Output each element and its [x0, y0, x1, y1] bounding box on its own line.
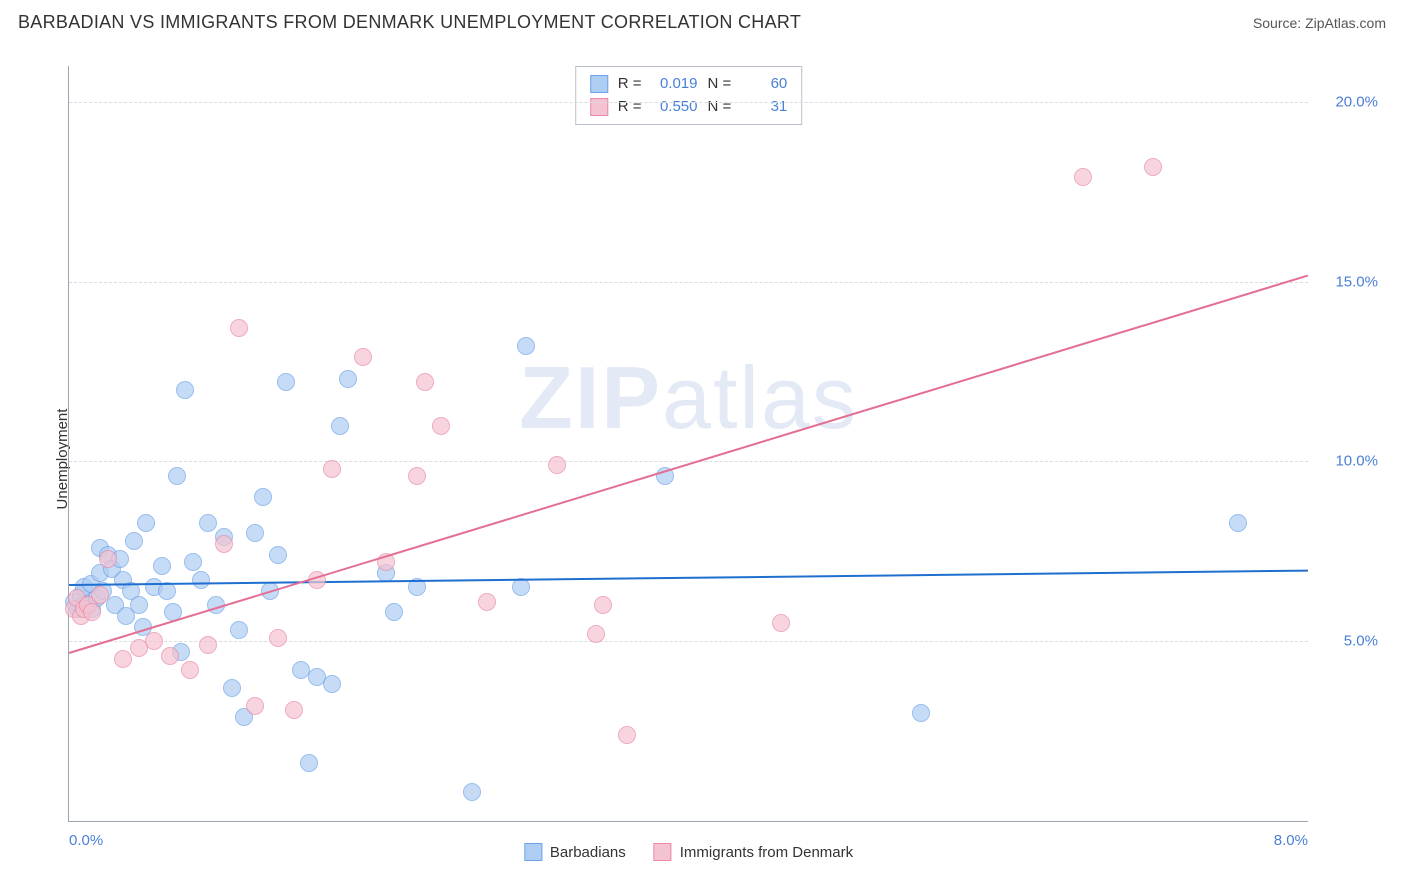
scatter-point-denmark: [416, 373, 434, 391]
chart-container: Unemployment ZIPatlas R = 0.019 N = 60 R…: [18, 46, 1388, 872]
scatter-point-barbadians: [512, 578, 530, 596]
stats-swatch: [590, 98, 608, 116]
r-value: 0.550: [652, 96, 698, 119]
scatter-point-denmark: [618, 726, 636, 744]
scatter-point-denmark: [594, 596, 612, 614]
legend-swatch: [654, 843, 672, 861]
watermark: ZIPatlas: [519, 347, 858, 449]
stats-swatch: [590, 75, 608, 93]
y-tick-label: 10.0%: [1335, 453, 1378, 470]
scatter-point-barbadians: [517, 337, 535, 355]
watermark-bold: ZIP: [519, 348, 662, 447]
scatter-point-barbadians: [137, 514, 155, 532]
scatter-point-barbadians: [199, 514, 217, 532]
scatter-point-barbadians: [254, 488, 272, 506]
scatter-point-denmark: [83, 603, 101, 621]
scatter-point-denmark: [246, 697, 264, 715]
x-tick-label: 0.0%: [69, 832, 103, 849]
scatter-point-barbadians: [230, 621, 248, 639]
scatter-point-denmark: [772, 614, 790, 632]
scatter-point-denmark: [199, 636, 217, 654]
scatter-point-denmark: [215, 535, 233, 553]
scatter-point-barbadians: [385, 603, 403, 621]
n-value: 31: [741, 96, 787, 119]
plot-area: ZIPatlas R = 0.019 N = 60 R = 0.550 N = …: [68, 66, 1308, 822]
gridline: [69, 641, 1308, 642]
legend-item: Immigrants from Denmark: [654, 843, 853, 861]
legend-item: Barbadians: [524, 843, 626, 861]
n-value: 60: [741, 73, 787, 96]
regression-line-denmark: [69, 275, 1309, 654]
r-label: R =: [618, 96, 642, 119]
scatter-point-barbadians: [300, 754, 318, 772]
watermark-rest: atlas: [662, 348, 858, 447]
scatter-point-denmark: [1144, 158, 1162, 176]
scatter-point-barbadians: [176, 381, 194, 399]
scatter-point-denmark: [587, 625, 605, 643]
scatter-point-barbadians: [246, 524, 264, 542]
scatter-point-barbadians: [339, 370, 357, 388]
stats-row: R = 0.550 N = 31: [590, 96, 788, 119]
scatter-point-denmark: [99, 550, 117, 568]
scatter-point-barbadians: [277, 373, 295, 391]
scatter-point-denmark: [91, 586, 109, 604]
scatter-point-barbadians: [223, 679, 241, 697]
scatter-point-barbadians: [912, 704, 930, 722]
r-value: 0.019: [652, 73, 698, 96]
y-tick-label: 5.0%: [1344, 633, 1378, 650]
scatter-point-barbadians: [153, 557, 171, 575]
scatter-point-denmark: [161, 647, 179, 665]
y-tick-label: 20.0%: [1335, 93, 1378, 110]
regression-line-barbadians: [69, 569, 1308, 585]
scatter-point-barbadians: [331, 417, 349, 435]
scatter-point-barbadians: [168, 467, 186, 485]
scatter-point-denmark: [145, 632, 163, 650]
scatter-point-denmark: [478, 593, 496, 611]
stats-box: R = 0.019 N = 60 R = 0.550 N = 31: [575, 66, 803, 125]
scatter-point-denmark: [230, 319, 248, 337]
scatter-point-denmark: [323, 460, 341, 478]
scatter-point-barbadians: [184, 553, 202, 571]
legend-swatch: [524, 843, 542, 861]
scatter-point-denmark: [408, 467, 426, 485]
scatter-point-denmark: [181, 661, 199, 679]
y-tick-label: 15.0%: [1335, 273, 1378, 290]
scatter-point-denmark: [548, 456, 566, 474]
r-label: R =: [618, 73, 642, 96]
gridline: [69, 282, 1308, 283]
n-label: N =: [708, 96, 732, 119]
stats-row: R = 0.019 N = 60: [590, 73, 788, 96]
chart-header: BARBADIAN VS IMMIGRANTS FROM DENMARK UNE…: [0, 0, 1406, 37]
scatter-point-denmark: [285, 701, 303, 719]
scatter-point-barbadians: [1229, 514, 1247, 532]
scatter-point-denmark: [432, 417, 450, 435]
bottom-legend: Barbadians Immigrants from Denmark: [524, 843, 853, 861]
scatter-point-barbadians: [463, 783, 481, 801]
x-tick-label: 8.0%: [1274, 832, 1308, 849]
legend-label: Barbadians: [550, 844, 626, 861]
n-label: N =: [708, 73, 732, 96]
scatter-point-barbadians: [269, 546, 287, 564]
scatter-point-barbadians: [130, 596, 148, 614]
scatter-point-denmark: [1074, 168, 1092, 186]
chart-title: BARBADIAN VS IMMIGRANTS FROM DENMARK UNE…: [18, 12, 801, 33]
legend-label: Immigrants from Denmark: [680, 844, 853, 861]
scatter-point-barbadians: [125, 532, 143, 550]
scatter-point-denmark: [114, 650, 132, 668]
scatter-point-denmark: [354, 348, 372, 366]
scatter-point-barbadians: [192, 571, 210, 589]
scatter-point-barbadians: [323, 675, 341, 693]
scatter-point-denmark: [269, 629, 287, 647]
gridline: [69, 102, 1308, 103]
chart-source: Source: ZipAtlas.com: [1253, 15, 1386, 31]
